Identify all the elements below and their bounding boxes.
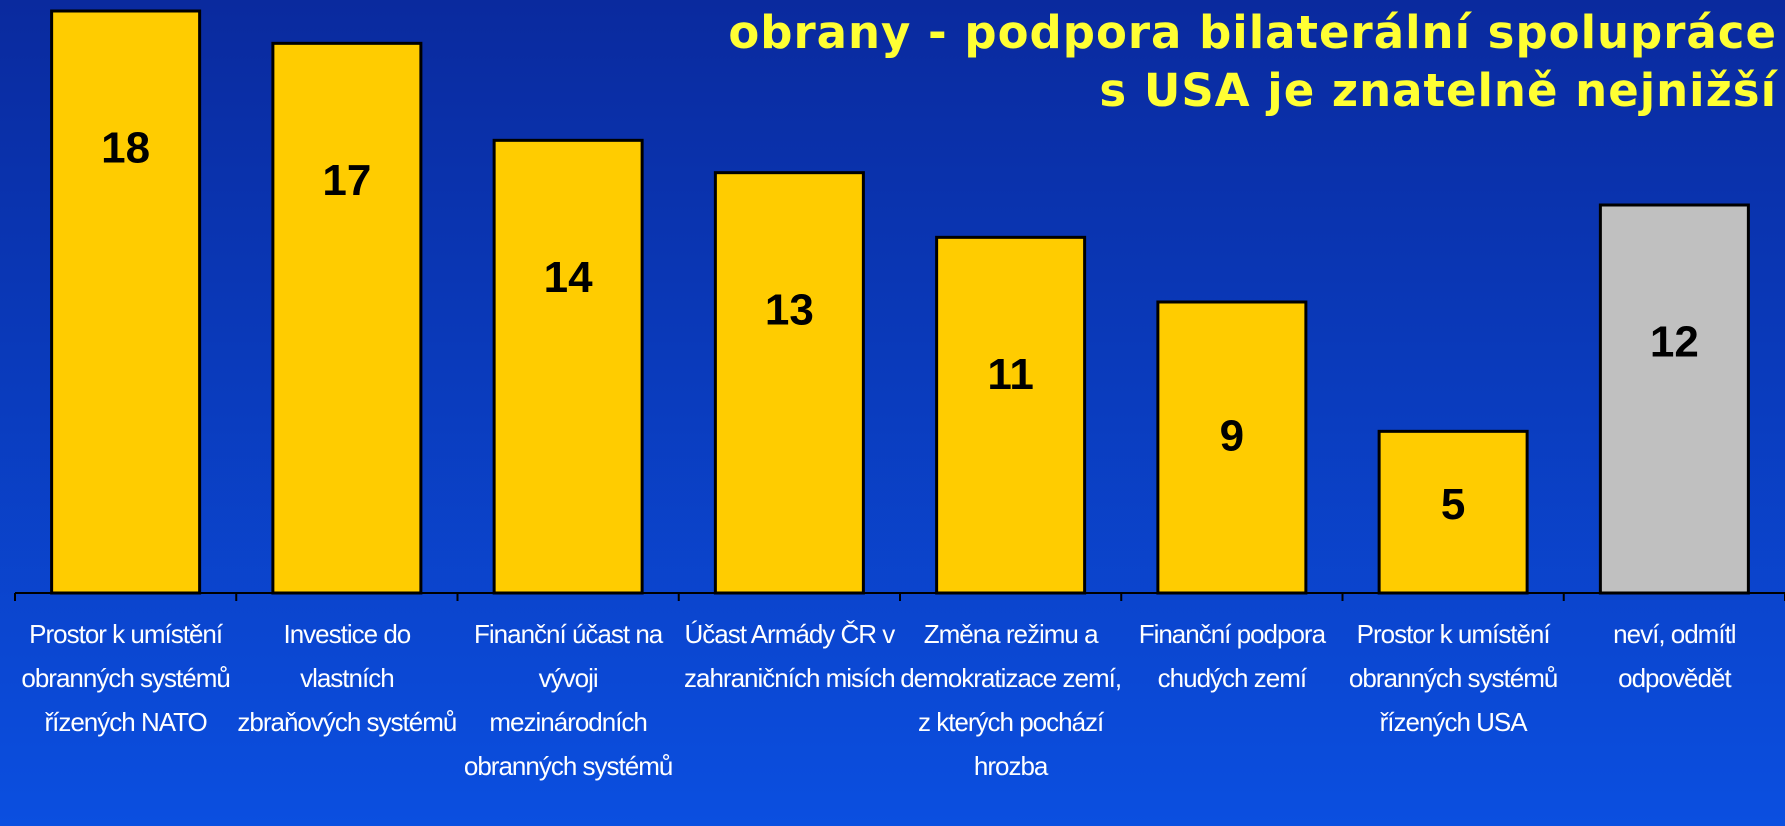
chart-title: obrany - podpora bilaterální spolupráce [728,6,1777,59]
value-label: 5 [1441,480,1465,529]
value-label: 13 [765,285,814,334]
bar [935,235,1087,595]
value-label: 17 [322,156,371,205]
bar [713,171,865,595]
x-tick-label: Účast Armády ČR v zahraničních misích [683,619,896,693]
x-tick-label: Finanční podpora chudých zemí [1138,619,1326,693]
bar [492,138,644,595]
chart-title: s USA je znatelně nejnižší [1099,64,1777,117]
x-tick-label: Prostor k umístění obranných systémů říz… [21,619,230,737]
x-tick-label: Změna režimu a demokratizace zemí, z kte… [900,619,1122,781]
x-tick-label: Finanční účast na vývoji mezinárodních o… [463,619,673,781]
x-tick-label: neví, odmítl odpovědět [1613,619,1736,693]
bar [1377,429,1529,595]
x-tick-label: Prostor k umístění obranných systémů říz… [1348,619,1558,737]
value-label: 14 [544,253,593,302]
x-tick-label: Investice do vlastních zbraňových systém… [237,619,457,737]
bar [50,9,202,595]
value-label: 12 [1650,318,1699,367]
bar [1598,203,1750,595]
value-label: 9 [1220,411,1244,460]
value-label: 11 [987,350,1034,399]
value-label: 18 [101,124,150,173]
bar [271,41,423,595]
